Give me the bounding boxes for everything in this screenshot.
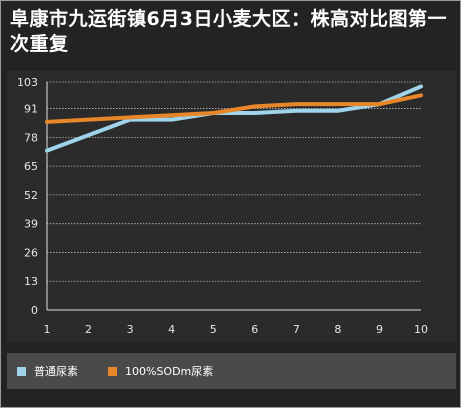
- y-tick-label: 78: [24, 131, 38, 144]
- x-tick-label: 6: [251, 323, 258, 336]
- legend-item-series-1: 普通尿素: [17, 363, 78, 379]
- series-line-1: [45, 84, 423, 153]
- legend-swatch-series-1: [17, 366, 26, 376]
- y-tick-label: 0: [31, 304, 38, 317]
- x-tick-label: 10: [414, 323, 428, 336]
- x-tick-label: 4: [168, 323, 175, 336]
- y-tick-label: 26: [24, 246, 38, 259]
- x-tick-label: 9: [376, 323, 383, 336]
- legend-swatch-series-2: [108, 366, 117, 376]
- legend-label-series-2: 100%SODm尿素: [125, 365, 214, 378]
- legend-label-series-1: 普通尿素: [34, 365, 78, 378]
- x-tick-label: 7: [293, 323, 300, 336]
- chart-title: 阜康市九运街镇6月3日小麦大区：株高对比图第一次重复: [10, 8, 447, 55]
- plot-panel: 103 91 78 65 52 39 26 13 0 1 2 3 4 5 6 7 8 9 10: [7, 71, 456, 342]
- legend-item-series-2: 100%SODm尿素: [108, 363, 213, 379]
- x-tick-label: 2: [85, 323, 92, 336]
- y-tick-label: 39: [24, 218, 38, 231]
- x-tick-label: 3: [127, 323, 134, 336]
- x-tick-label: 1: [44, 323, 51, 336]
- series-line-2: [45, 93, 423, 124]
- legend: 普通尿素 100%SODm尿素: [7, 353, 456, 389]
- y-tick-label: 91: [24, 103, 38, 116]
- x-tick-label: 5: [210, 323, 217, 336]
- x-tick-label: 8: [334, 323, 341, 336]
- y-tick-label: 103: [17, 76, 38, 89]
- y-tick-label: 65: [24, 160, 38, 173]
- y-tick-label: 13: [24, 275, 38, 288]
- y-tick-label: 52: [24, 189, 38, 202]
